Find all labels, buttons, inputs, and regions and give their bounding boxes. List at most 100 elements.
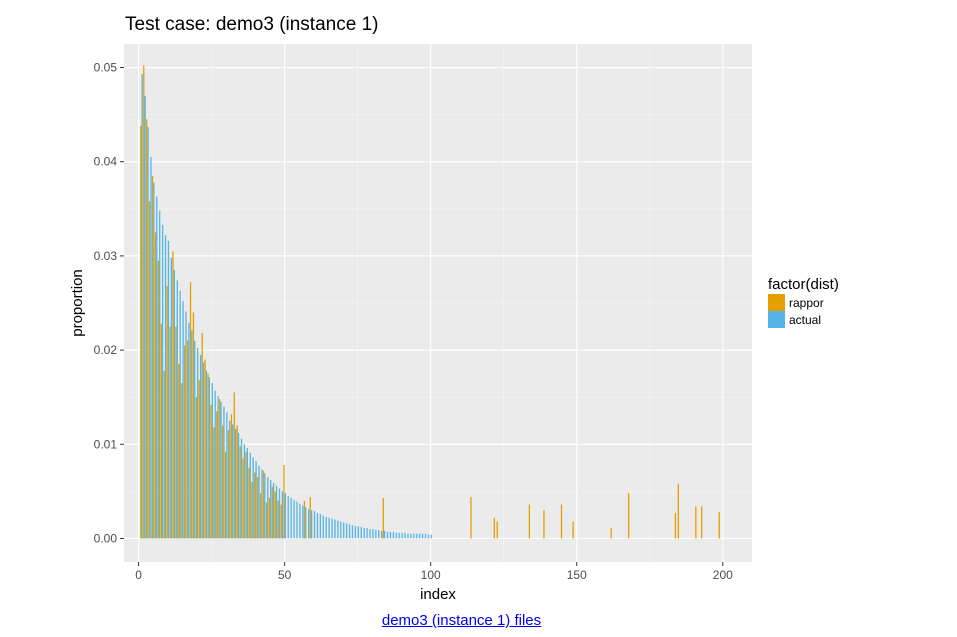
bar-rappor [184,345,186,539]
bar-actual [357,526,359,539]
bar-actual [176,280,178,539]
bar-actual [182,301,184,539]
bar-rappor [277,500,279,539]
bar-actual [208,377,211,539]
legend-key-actual [768,311,785,328]
bar-actual [299,503,301,539]
bar-actual [223,406,225,539]
bar-actual [226,412,228,539]
x-tick-label: 200 [713,568,733,582]
bar-actual [354,526,357,539]
bar-actual [398,532,400,539]
bar-rappor [224,451,227,539]
bar-actual [284,493,286,539]
bar-rappor [543,510,545,539]
bar-actual [296,501,298,539]
y-axis-label: proportion [69,269,86,337]
grid-lines [124,44,752,562]
y-tick-label: 0.03 [94,249,118,263]
bar-actual [395,532,397,539]
bar-actual [161,224,164,539]
bar-actual [237,432,240,539]
bar-actual [249,452,251,539]
bar-actual [173,270,175,539]
files-link[interactable]: demo3 (instance 1) files [381,612,542,629]
bar-actual [153,182,155,539]
bar-actual [319,513,322,539]
legend-label-rappor: rappor [789,296,824,310]
bar-rappor [148,201,151,539]
bar-actual [167,240,170,539]
bar-actual [199,354,202,539]
bar-actual [255,461,257,539]
bar-actual [389,531,392,539]
bar-actual [281,491,284,539]
bar-actual [419,533,421,539]
bar-rappor [493,517,495,539]
bar-actual [372,529,374,539]
bar-actual [246,448,248,539]
bar-rappor [233,392,235,539]
bar-actual [258,465,260,539]
bar-actual [214,390,216,539]
bar-actual [194,340,196,539]
bar-rappor [262,470,265,539]
bar-rappor [175,326,177,539]
bar-rappor [151,175,154,539]
bar-actual [322,515,324,539]
bar-rappor [470,497,472,539]
x-tick-label: 50 [278,568,292,582]
bar-actual [267,477,269,539]
bar-rappor [496,521,498,539]
bar-actual [141,74,143,539]
bar-actual [185,311,187,539]
bar-actual [369,529,371,539]
chart-title: Test case: demo3 (instance 1) [125,14,378,35]
bar-actual [308,509,310,539]
bar-actual [383,530,386,539]
bar-rappor [257,477,259,539]
bar-actual [310,510,313,539]
bar-actual [360,527,362,539]
bar-actual [287,496,289,539]
bar-rappor [216,411,218,539]
bar-actual [381,530,383,539]
bar-rappor [143,65,145,539]
bar-actual [170,257,173,539]
bar-actual [188,322,190,539]
bar-actual [220,401,222,539]
x-tick-label: 150 [567,568,587,582]
bar-rappor [210,404,212,539]
bar-actual [240,438,243,539]
bar-rappor [701,506,703,539]
bar-rappor [677,483,679,539]
bar-actual [416,533,418,539]
bar-rappor [192,312,195,539]
bar-rappor [239,446,241,539]
bar-actual [404,532,406,539]
bar-rappor [181,383,183,539]
bar-rappor [146,119,148,539]
bar-actual [375,529,377,539]
bar-rappor [718,512,720,539]
bar-rappor [245,451,247,539]
bar-actual [211,383,213,539]
bar-actual [270,480,272,539]
bar-rappor [160,323,162,539]
bar-rappor [274,491,276,539]
bar-actual [229,420,231,539]
bar-actual [264,473,266,539]
bar-actual [232,424,234,539]
bar-rappor [213,427,215,539]
bar-actual [313,511,316,539]
bar-actual [293,499,295,539]
bar-rappor [248,467,250,539]
bar-actual [378,529,380,539]
bar-rappor [230,414,233,539]
bar-actual [316,513,319,539]
x-tick-label: 0 [135,568,142,582]
bar-rappor [157,260,160,539]
y-tick-label: 0.05 [94,61,118,75]
bar-rappor [572,521,574,539]
bar-rappor [674,513,677,539]
